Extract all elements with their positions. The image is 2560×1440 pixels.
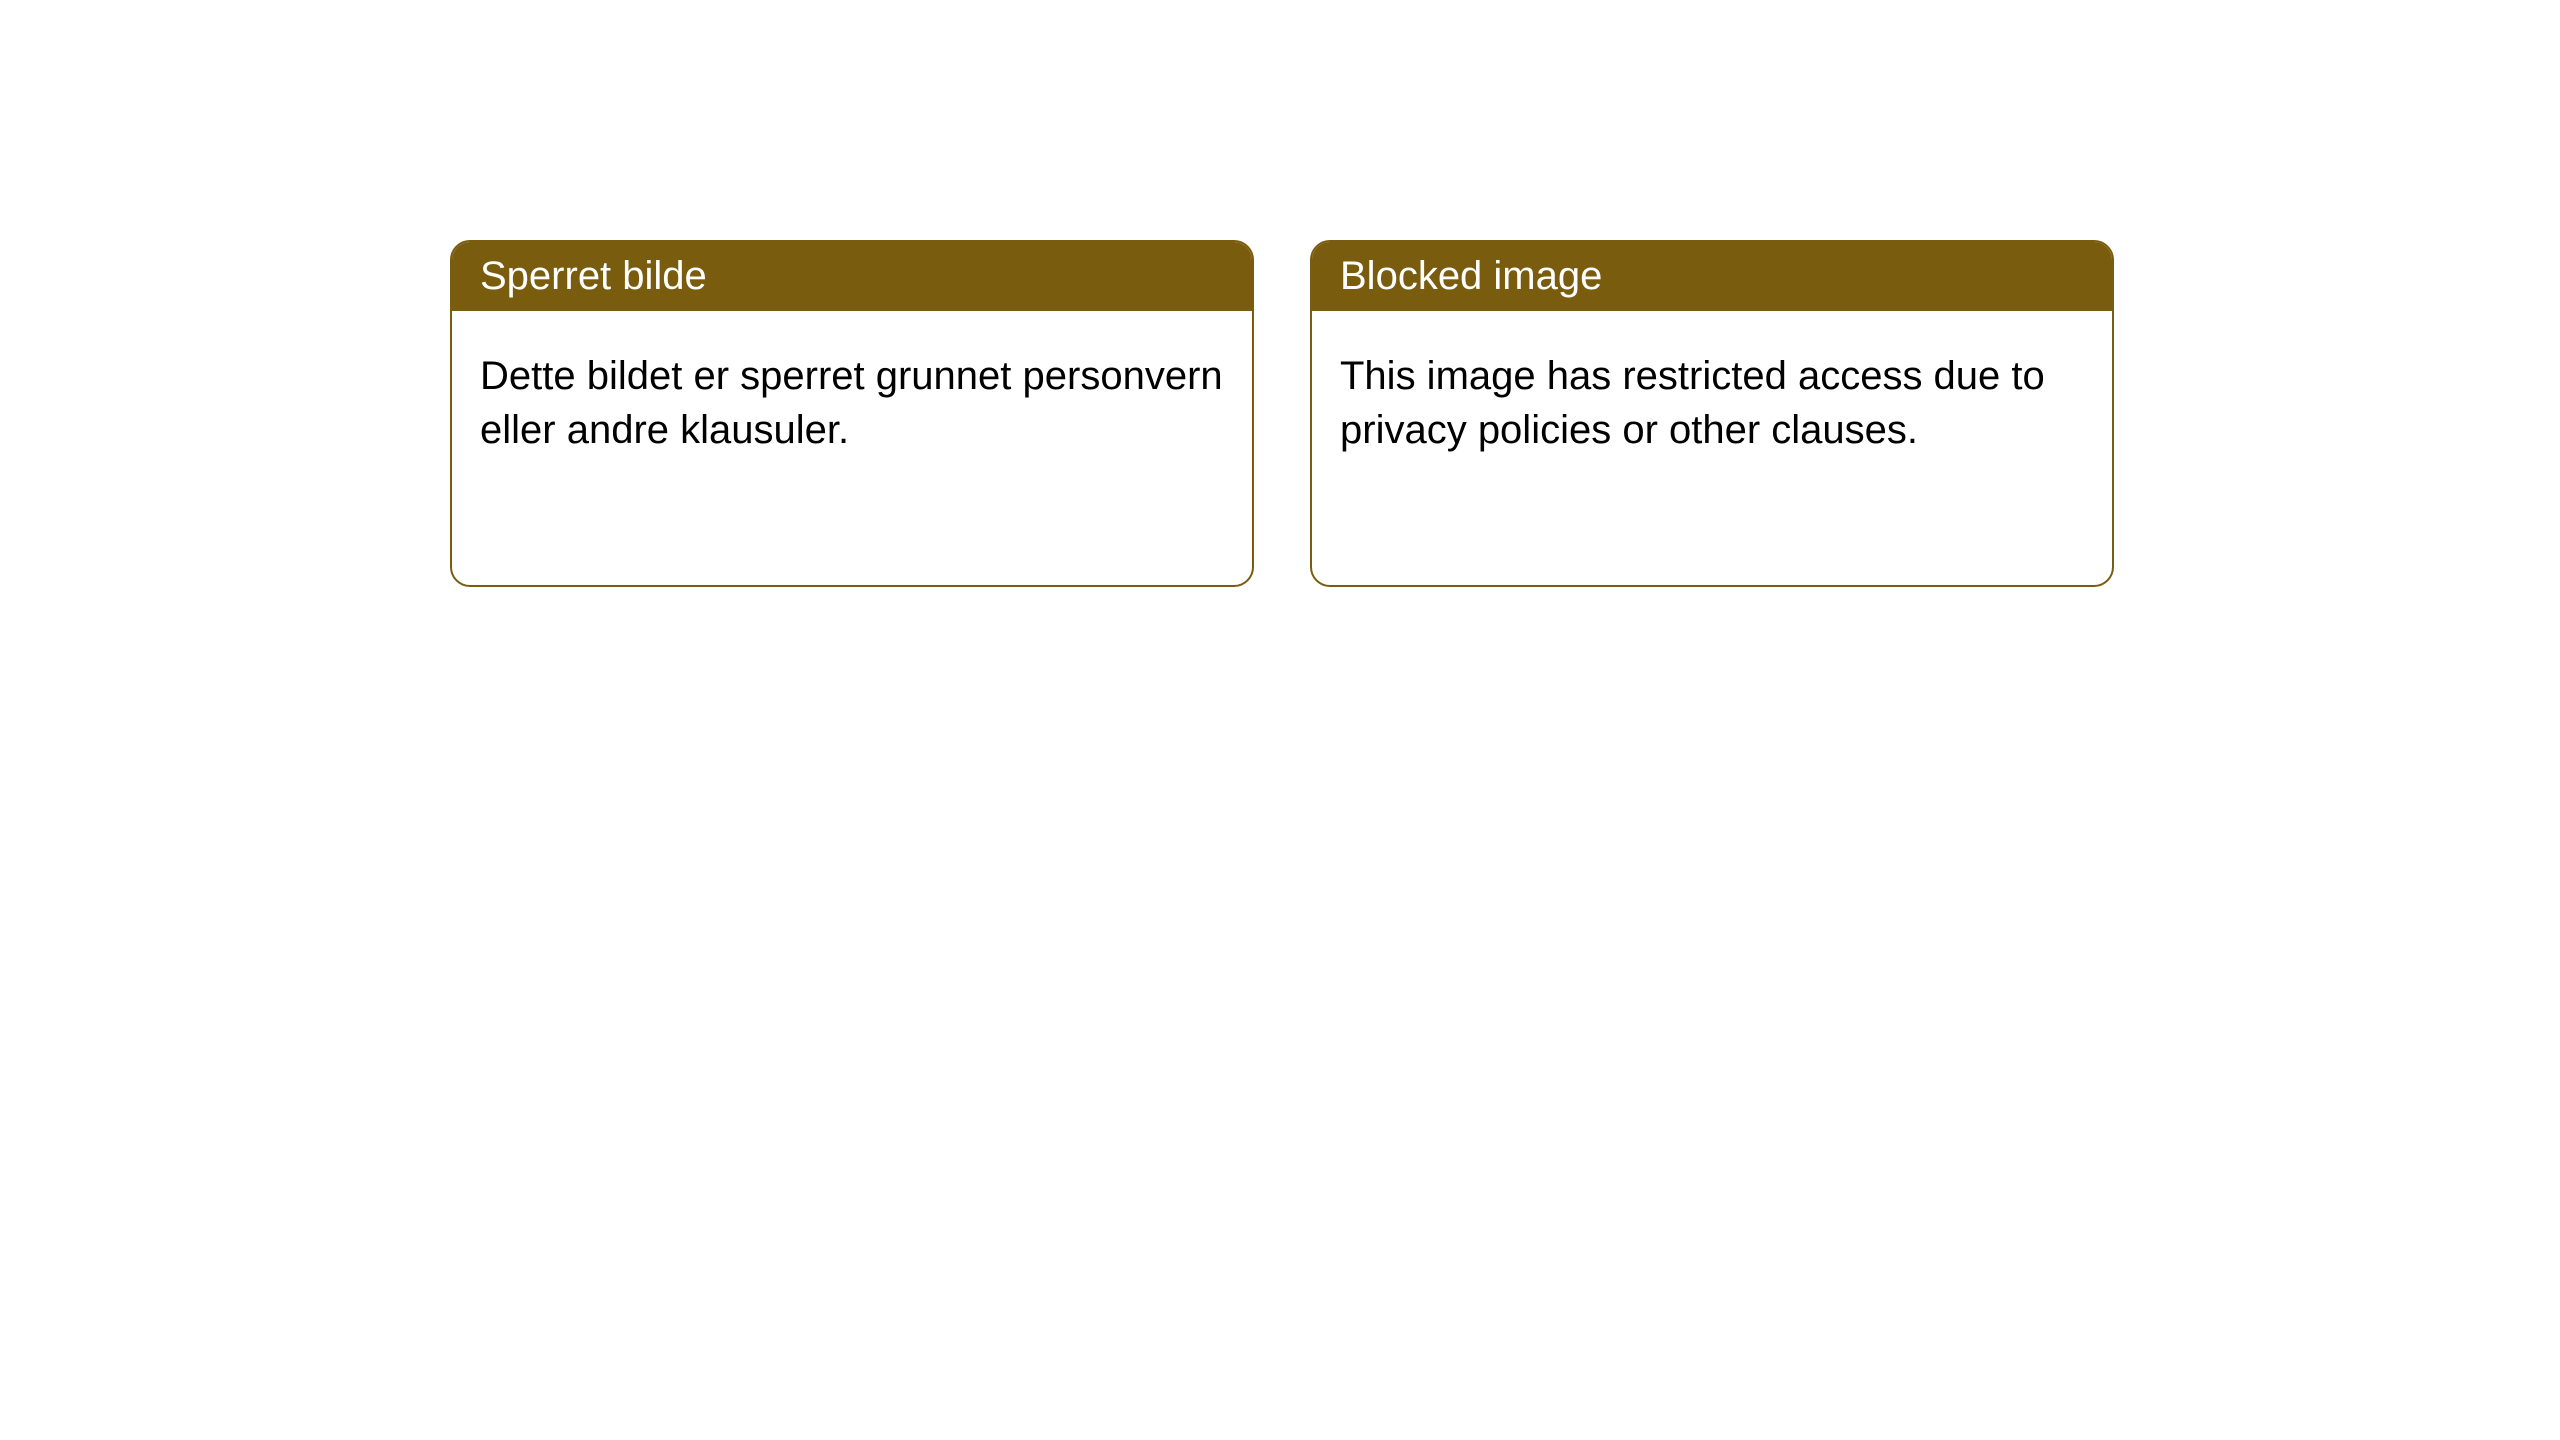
notice-card-body: This image has restricted access due to … bbox=[1312, 311, 2112, 585]
notice-card-norwegian: Sperret bilde Dette bildet er sperret gr… bbox=[450, 240, 1254, 587]
notice-card-body: Dette bildet er sperret grunnet personve… bbox=[452, 311, 1252, 585]
notice-card-english: Blocked image This image has restricted … bbox=[1310, 240, 2114, 587]
notice-card-title: Sperret bilde bbox=[452, 242, 1252, 311]
notice-container: Sperret bilde Dette bildet er sperret gr… bbox=[450, 240, 2114, 587]
notice-card-title: Blocked image bbox=[1312, 242, 2112, 311]
